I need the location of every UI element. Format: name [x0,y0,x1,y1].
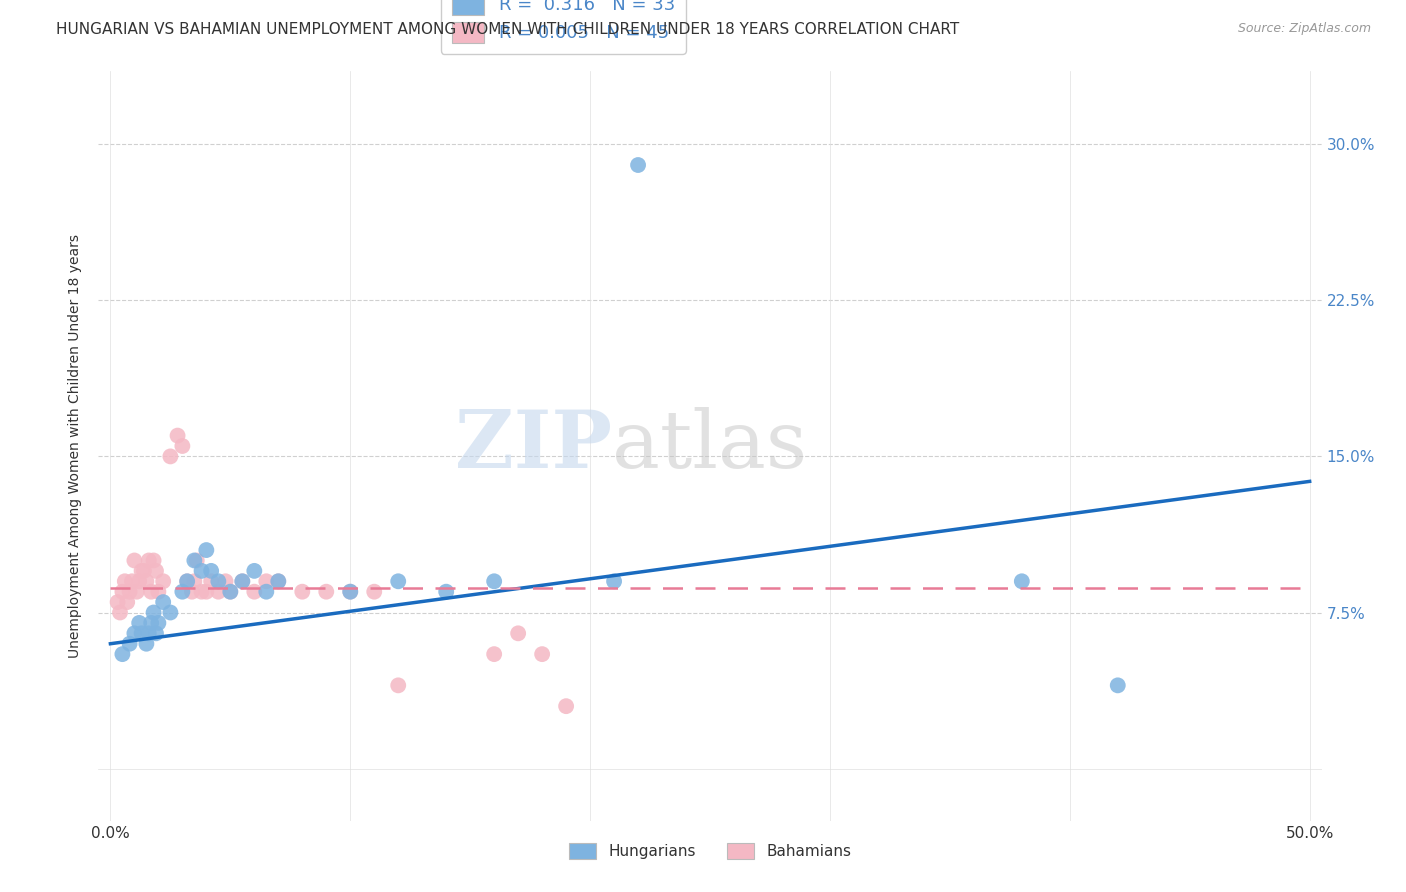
Point [135,637,157,651]
Point [142,553,165,567]
Point [214,574,236,589]
Point [482,647,505,661]
Point [243,564,266,578]
Text: Source: ZipAtlas.com: Source: ZipAtlas.com [1237,22,1371,36]
Point [172,584,194,599]
Point [555,699,578,714]
Point [138,553,160,567]
Point [148,615,170,630]
Point [243,584,266,599]
Point [131,564,153,578]
Point [152,574,174,589]
Point [219,584,242,599]
Point [231,574,253,589]
Point [186,553,208,567]
Point [115,595,138,609]
Point [118,637,141,651]
Point [267,574,290,589]
Point [603,574,626,589]
Y-axis label: Unemployment Among Women with Children Under 18 years: Unemployment Among Women with Children U… [69,234,83,658]
Point [135,574,157,589]
Point [434,584,457,599]
Point [231,574,253,589]
Point [141,615,163,630]
Legend: Hungarians, Bahamians: Hungarians, Bahamians [562,838,858,865]
Point [267,574,290,589]
Point [172,439,194,453]
Point [176,574,198,589]
Point [482,574,505,589]
Point [531,647,554,661]
Point [627,158,650,172]
Point [183,553,205,567]
Point [118,584,141,599]
Point [121,574,143,589]
Point [108,606,131,620]
Point [315,584,337,599]
Point [387,574,409,589]
Point [183,574,205,589]
Point [159,606,181,620]
Point [132,564,155,578]
Text: atlas: atlas [612,407,807,485]
Point [190,564,212,578]
Point [152,595,174,609]
Point [148,584,170,599]
Point [111,647,134,661]
Point [219,584,242,599]
Point [207,584,229,599]
Point [207,574,229,589]
Point [138,626,160,640]
Point [200,564,222,578]
Point [363,584,385,599]
Point [508,626,530,640]
Point [125,584,148,599]
Point [195,584,218,599]
Point [145,564,167,578]
Point [124,626,146,640]
Point [141,584,163,599]
Point [111,584,134,599]
Point [190,584,212,599]
Point [195,543,218,558]
Point [1011,574,1033,589]
Point [200,574,222,589]
Point [145,626,167,640]
Point [114,574,136,589]
Point [128,574,150,589]
Point [128,615,150,630]
Text: HUNGARIAN VS BAHAMIAN UNEMPLOYMENT AMONG WOMEN WITH CHILDREN UNDER 18 YEARS CORR: HUNGARIAN VS BAHAMIAN UNEMPLOYMENT AMONG… [56,22,959,37]
Text: ZIP: ZIP [456,407,612,485]
Point [181,584,204,599]
Point [142,606,165,620]
Point [176,574,198,589]
Point [1107,678,1129,692]
Point [107,595,129,609]
Point [339,584,361,599]
Point [254,574,277,589]
Point [166,428,188,442]
Point [387,678,409,692]
Point [339,584,361,599]
Point [254,584,277,599]
Point [159,450,181,464]
Point [131,626,153,640]
Point [291,584,314,599]
Point [124,553,146,567]
